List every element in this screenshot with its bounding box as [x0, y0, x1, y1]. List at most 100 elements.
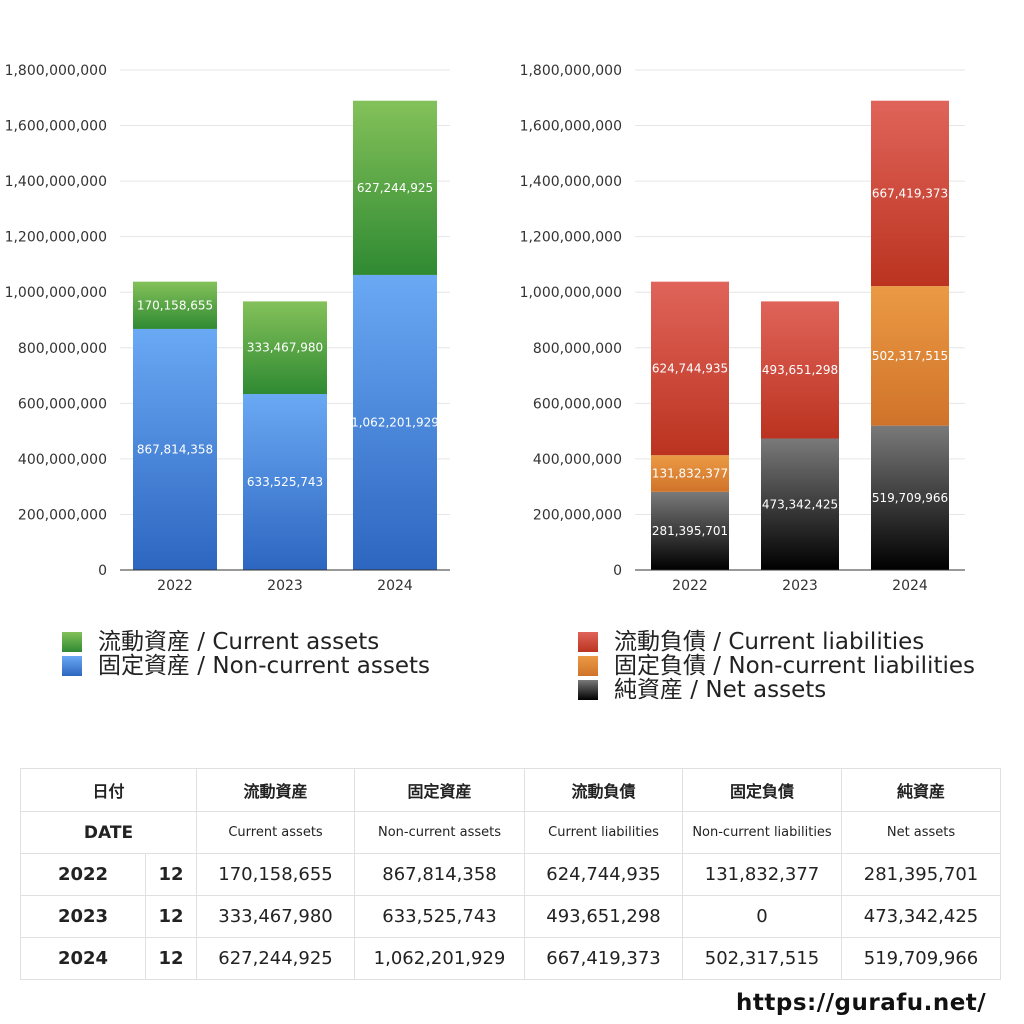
cell-non-current-assets: 633,525,743	[354, 895, 526, 938]
bar-segment	[871, 286, 949, 426]
table-row: 2023 12 333,467,980 633,525,743 493,651,…	[20, 895, 1002, 938]
data-label: 493,651,298	[762, 363, 838, 377]
row-month: 12	[144, 895, 198, 938]
data-label: 667,419,373	[872, 186, 948, 200]
row-month: 12	[144, 937, 198, 980]
y-tick-label: 1,400,000,000	[5, 174, 107, 190]
bar-segment	[651, 455, 729, 492]
y-tick-label: 1,000,000,000	[5, 285, 107, 301]
x-tick-label: 2023	[782, 578, 818, 594]
assets-legend: 流動資産 / Current assets 固定資産 / Non-current…	[62, 630, 430, 678]
data-label: 633,525,743	[247, 475, 323, 489]
bar-segment	[871, 425, 949, 570]
data-label: 867,814,358	[137, 442, 213, 456]
cell-net-assets: 519,709,966	[841, 937, 1002, 980]
y-tick-label: 0	[613, 563, 622, 579]
legend-label: 流動資産 / Current assets	[98, 629, 380, 655]
bar-segment	[761, 438, 839, 570]
legend-item-non-current-liabilities: 固定負債 / Non-current liabilities	[578, 654, 975, 678]
site-url[interactable]: https://gurafu.net/	[736, 990, 987, 1016]
legend-item-net-assets: 純資産 / Net assets	[578, 678, 975, 702]
y-tick-label: 1,600,000,000	[520, 119, 622, 135]
assets-chart: 0 200,000,000 400,000,000 600,000,000 800,00…	[5, 63, 450, 594]
legend-item-non-current-assets: 固定資産 / Non-current assets	[62, 654, 430, 678]
liabilities-chart: 0 200,000,000 400,000,000 600,000,000 800,00…	[520, 63, 965, 594]
y-tick-label: 400,000,000	[533, 452, 622, 468]
bar-segment	[243, 301, 327, 395]
table-header-jp: 日付 流動資産 固定資産 流動負債 固定負債 純資産	[19, 768, 1002, 812]
x-tick-label: 2023	[267, 578, 303, 594]
cell-current-assets: 627,244,925	[196, 937, 356, 980]
y-tick-label: 600,000,000	[18, 396, 107, 412]
x-tick-label: 2022	[672, 578, 708, 594]
cell-current-liabilities: 624,744,935	[524, 853, 684, 896]
x-tick-label: 2024	[377, 578, 413, 594]
balance-sheet-table: 日付 流動資産 固定資産 流動負債 固定負債 純資産 DATE Current …	[19, 768, 1002, 980]
data-label: 502,317,515	[872, 349, 948, 363]
legend-swatch-non-current-liabilities	[578, 656, 598, 676]
legend-label: 流動負債 / Current liabilities	[614, 629, 925, 655]
liabilities-legend: 流動負債 / Current liabilities 固定負債 / Non-cu…	[578, 630, 975, 702]
bar-segment	[651, 491, 729, 570]
row-year: 2022	[20, 853, 146, 896]
legend-label: 固定資産 / Non-current assets	[98, 653, 431, 679]
bar-segment	[871, 100, 949, 287]
row-year: 2024	[20, 937, 146, 980]
cell-current-liabilities: 667,419,373	[524, 937, 684, 980]
data-label: 627,244,925	[357, 181, 433, 195]
data-label: 624,744,935	[652, 361, 728, 375]
header-net-assets-en: Net assets	[841, 811, 1002, 854]
data-label: 333,467,980	[247, 341, 323, 355]
cell-net-assets: 473,342,425	[841, 895, 1002, 938]
y-tick-label: 1,200,000,000	[5, 230, 107, 246]
bar-segment	[353, 100, 437, 275]
data-label: 170,158,655	[137, 298, 213, 312]
y-tick-label: 1,400,000,000	[520, 174, 622, 190]
data-label: 1,062,201,929	[351, 415, 439, 429]
y-tick-label: 1,800,000,000	[5, 63, 107, 79]
y-tick-label: 400,000,000	[18, 452, 107, 468]
y-tick-label: 200,000,000	[533, 507, 622, 523]
header-non-current-liabilities-en: Non-current liabilities	[682, 811, 843, 854]
bar-segment	[243, 394, 327, 570]
cell-non-current-liabilities: 131,832,377	[682, 853, 843, 896]
cell-non-current-assets: 867,814,358	[354, 853, 526, 896]
data-label: 473,342,425	[762, 497, 838, 511]
y-tick-label: 1,600,000,000	[5, 119, 107, 135]
y-tick-label: 600,000,000	[533, 396, 622, 412]
header-non-current-assets-jp: 固定資産	[354, 768, 526, 812]
legend-swatch-current-liabilities	[578, 632, 598, 652]
y-tick-label: 800,000,000	[533, 341, 622, 357]
y-tick-label: 0	[98, 563, 107, 579]
y-tick-label: 1,200,000,000	[520, 230, 622, 246]
y-tick-label: 1,000,000,000	[520, 285, 622, 301]
bar-segment	[651, 281, 729, 456]
legend-label: 純資産 / Net assets	[614, 677, 827, 703]
y-tick-label: 200,000,000	[18, 507, 107, 523]
cell-non-current-liabilities: 0	[682, 895, 843, 938]
header-current-assets-jp: 流動資産	[196, 768, 356, 812]
data-label: 131,832,377	[652, 467, 728, 481]
legend-swatch-current-assets	[62, 632, 82, 652]
header-current-liabilities-jp: 流動負債	[524, 768, 684, 812]
bar-segment	[133, 328, 217, 570]
table-header-en: DATE Current assets Non-current assets C…	[19, 811, 1002, 854]
table-row: 2024 12 627,244,925 1,062,201,929 667,41…	[20, 937, 1002, 980]
y-tick-label: 1,800,000,000	[520, 63, 622, 79]
row-year: 2023	[20, 895, 146, 938]
legend-swatch-non-current-assets	[62, 656, 82, 676]
header-non-current-liabilities-jp: 固定負債	[682, 768, 843, 812]
charts-canvas: 0 200,000,000 400,000,000 600,000,000 800,00…	[5, 63, 965, 594]
legend-item-current-assets: 流動資産 / Current assets	[62, 630, 430, 654]
header-net-assets-jp: 純資産	[841, 768, 1002, 812]
cell-current-assets: 333,467,980	[196, 895, 356, 938]
row-month: 12	[144, 853, 198, 896]
x-tick-label: 2024	[892, 578, 928, 594]
legend-item-current-liabilities: 流動負債 / Current liabilities	[578, 630, 975, 654]
header-date-jp: 日付	[19, 768, 198, 812]
x-tick-label: 2022	[157, 578, 193, 594]
legend-label: 固定負債 / Non-current liabilities	[614, 653, 975, 679]
data-label: 519,709,966	[872, 491, 948, 505]
bar-segment	[133, 281, 217, 329]
data-label: 281,395,701	[652, 524, 728, 538]
